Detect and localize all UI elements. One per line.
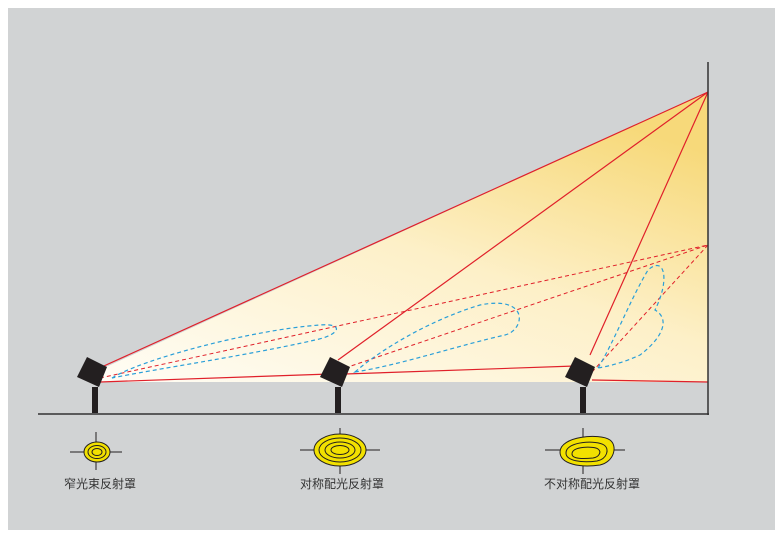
- center-lines: [99, 244, 709, 379]
- isolines: [111, 264, 665, 379]
- reflector-label: 窄光束反射罩: [64, 476, 136, 491]
- reflector-label: 对称配光反射罩: [300, 476, 384, 491]
- beam-lines: [94, 91, 709, 383]
- lamps: [77, 357, 595, 413]
- reflector-label: 不对称配光反射罩: [544, 476, 640, 491]
- beam-patterns: [70, 428, 625, 474]
- light-area: [95, 92, 708, 382]
